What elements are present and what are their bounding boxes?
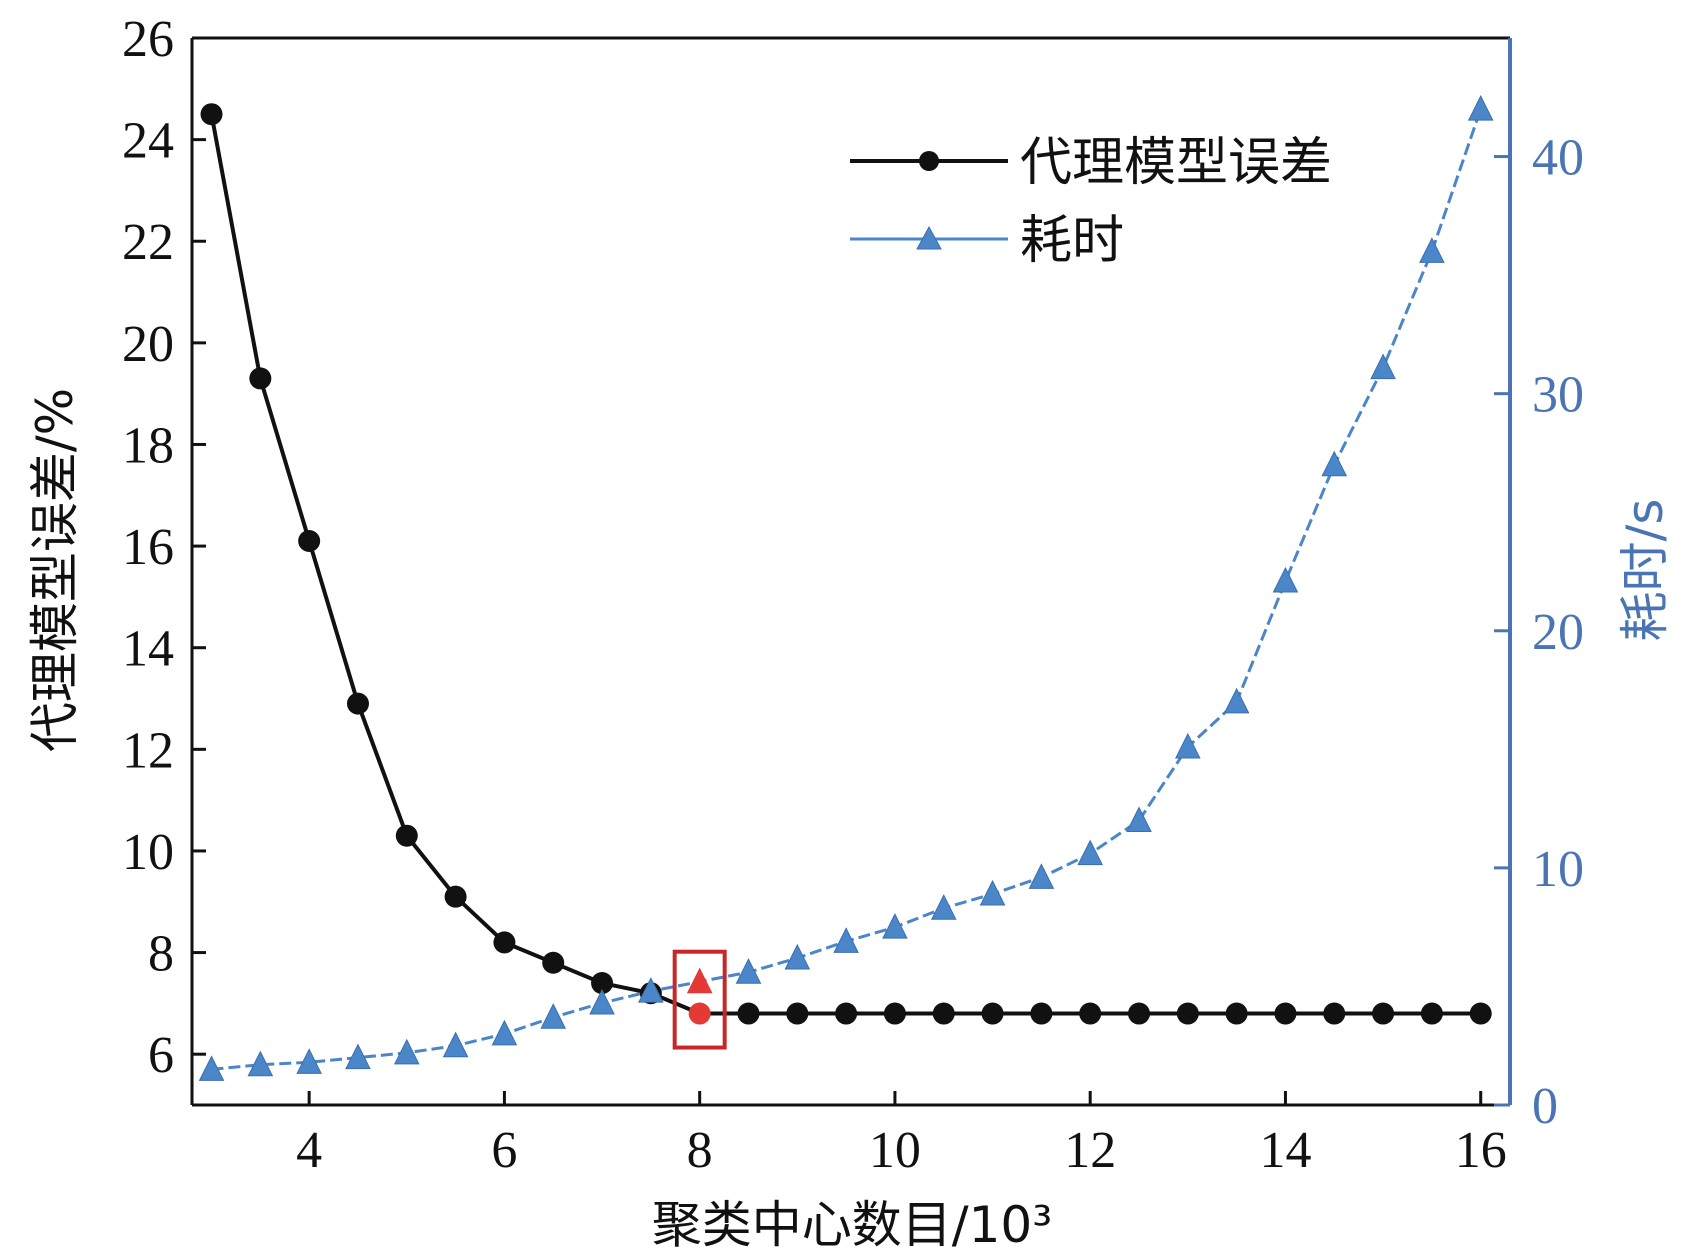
error-data-point <box>542 951 565 974</box>
time-data-point <box>1419 237 1445 263</box>
legend-time-marker <box>916 225 942 250</box>
legend: 代理模型误差 耗时 <box>850 133 1332 271</box>
right-tick-label: 0 <box>1532 1078 1558 1135</box>
error-data-point <box>1079 1002 1102 1025</box>
error-data-point <box>1128 1002 1151 1025</box>
left-tick-label: 10 <box>122 824 174 881</box>
left-tick-label: 16 <box>122 519 174 576</box>
left-tick-label: 14 <box>122 621 174 678</box>
error-data-point <box>883 1002 906 1025</box>
left-y-ticks: 6 8 10 12 14 16 18 20 22 24 26 <box>122 11 206 1084</box>
right-tick-label: 30 <box>1532 367 1584 424</box>
plot-frame-group <box>190 36 1512 1107</box>
time-data-point <box>296 1048 322 1074</box>
x-ticks: 4 6 8 10 12 14 16 <box>296 1091 1507 1179</box>
right-y-axis-title: 耗时/s <box>1616 499 1674 642</box>
error-data-point <box>737 1002 760 1025</box>
left-tick-label: 24 <box>122 113 174 170</box>
x-tick-label: 10 <box>869 1122 921 1179</box>
time-data-point <box>1223 687 1250 714</box>
error-data-point <box>981 1002 1004 1025</box>
series-layer <box>198 95 1494 1081</box>
error-data-point <box>1274 1002 1297 1025</box>
legend-time-label: 耗时 <box>1020 211 1124 271</box>
error-data-point <box>591 972 614 995</box>
time-data-point <box>979 879 1006 906</box>
error-data-point <box>1420 1002 1443 1025</box>
error-data-point <box>932 1002 955 1025</box>
x-axis-title: 聚类中心数目/10³ <box>652 1196 1053 1252</box>
error-data-point <box>249 367 272 390</box>
error-data-point <box>786 1002 809 1025</box>
time-data-point <box>784 943 811 970</box>
time-data-point <box>1272 566 1299 593</box>
error-data-point <box>444 885 467 908</box>
time-data-point <box>686 967 713 994</box>
error-data-point <box>1030 1002 1053 1025</box>
time-data-point <box>1077 839 1104 866</box>
time-data-point <box>491 1019 518 1046</box>
right-tick-label: 10 <box>1532 841 1584 898</box>
left-tick-label: 6 <box>148 1027 174 1084</box>
error-data-point <box>1225 1002 1248 1025</box>
time-data-point <box>1028 863 1055 889</box>
time-data-point <box>930 894 957 920</box>
highlight-box <box>672 949 727 1050</box>
left-tick-label: 20 <box>122 316 174 373</box>
time-data-point <box>1175 732 1201 759</box>
x-tick-label: 6 <box>491 1122 517 1179</box>
x-tick-label: 12 <box>1064 1122 1116 1179</box>
time-data-point <box>345 1043 371 1070</box>
time-data-point <box>735 958 762 984</box>
x-tick-label: 4 <box>296 1122 322 1179</box>
right-y-ticks: 0 10 20 30 40 <box>1494 130 1584 1135</box>
legend-error-marker <box>919 151 939 171</box>
time-data-point <box>393 1038 420 1065</box>
x-tick-label: 16 <box>1455 1122 1507 1179</box>
highlight-layer <box>672 949 727 1050</box>
error-data-point <box>1323 1002 1346 1025</box>
time-data-point <box>833 927 859 953</box>
time-data-point <box>1467 95 1494 121</box>
left-tick-label: 26 <box>122 11 174 68</box>
time-data-point <box>1126 806 1152 832</box>
error-data-point <box>835 1002 858 1025</box>
error-data-point <box>688 1002 711 1025</box>
right-tick-label: 20 <box>1532 604 1584 661</box>
left-tick-label: 22 <box>122 214 174 271</box>
left-tick-label: 8 <box>148 926 174 983</box>
left-tick-label: 18 <box>122 417 174 474</box>
error-data-point <box>200 103 223 126</box>
legend-error-label: 代理模型误差 <box>1020 133 1332 193</box>
right-tick-label: 40 <box>1532 130 1584 187</box>
error-data-point <box>1176 1002 1199 1025</box>
time-data-point <box>1321 450 1348 477</box>
time-data-point <box>198 1055 225 1081</box>
left-tick-label: 12 <box>122 722 174 779</box>
error-data-point <box>1469 1002 1492 1025</box>
time-data-point <box>247 1050 274 1077</box>
error-data-point <box>298 530 321 553</box>
time-data-point <box>638 977 664 1003</box>
time-data-point <box>882 913 908 939</box>
error-data-point <box>346 692 369 715</box>
time-data-point <box>442 1031 469 1058</box>
error-series-line <box>209 113 1481 1016</box>
time-data-point <box>589 988 615 1015</box>
left-y-axis-title: 代理模型误差/% <box>26 388 84 752</box>
error-data-point <box>1372 1002 1395 1025</box>
time-data-point <box>540 1003 567 1029</box>
time-data-point <box>1370 353 1396 380</box>
x-tick-label: 14 <box>1259 1122 1311 1179</box>
x-tick-label: 8 <box>687 1122 713 1179</box>
error-data-point <box>395 824 418 847</box>
error-data-point <box>493 931 516 954</box>
